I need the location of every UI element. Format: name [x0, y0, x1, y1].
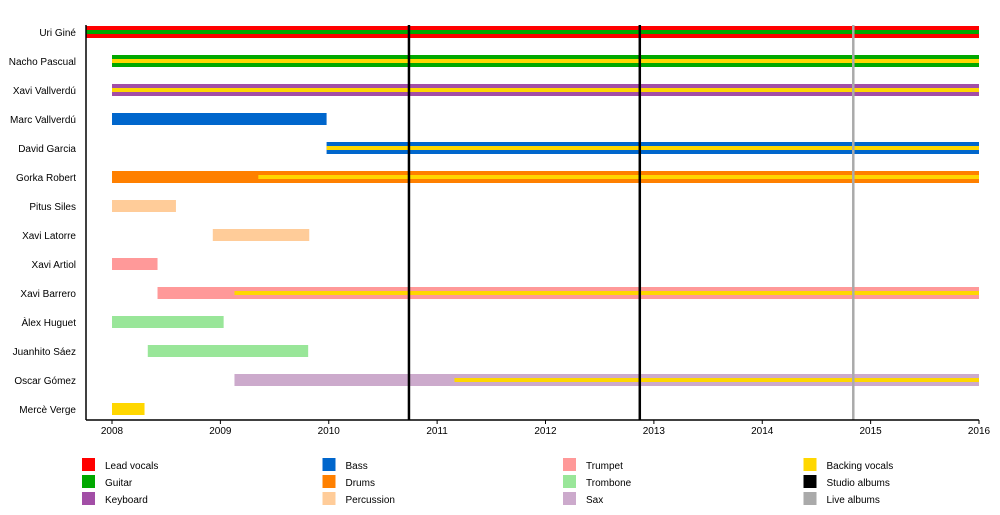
member-name: Pitus Siles [29, 202, 76, 213]
member-stripe [234, 291, 979, 295]
member-bar [112, 403, 145, 415]
member-bar [112, 258, 158, 270]
legend-label: Lead vocals [105, 461, 158, 472]
member-stripe [326, 146, 979, 150]
x-tick-label: 2010 [318, 426, 341, 437]
legend-label: Percussion [346, 495, 395, 506]
member-name: Xavi Artiol [32, 260, 76, 271]
x-tick-label: 2015 [860, 426, 883, 437]
member-name: Uri Giné [39, 28, 76, 39]
member-stripe [258, 175, 979, 179]
member-bar [112, 316, 224, 328]
x-tick-label: 2014 [751, 426, 774, 437]
legend-label: Drums [346, 478, 375, 489]
legend-swatch [82, 492, 95, 505]
member-bar [112, 200, 176, 212]
member-stripe [112, 59, 980, 63]
member-name: Xavi Vallverdú [13, 86, 76, 97]
legend-swatch [803, 475, 817, 488]
legend-swatch [563, 492, 576, 505]
member-stripe [112, 88, 980, 92]
legend-label: Sax [586, 495, 603, 506]
legend-label: Live albums [827, 495, 880, 506]
legend-swatch [803, 492, 817, 505]
legend-label: Trombone [586, 478, 632, 489]
x-tick-label: 2013 [643, 426, 666, 437]
x-tick-label: 2012 [534, 426, 557, 437]
legend-label: Guitar [105, 478, 133, 489]
member-bar [112, 113, 327, 125]
member-name: Xavi Latorre [22, 231, 76, 242]
x-tick-label: 2011 [426, 426, 448, 437]
member-name: Juanhito Sáez [13, 347, 76, 358]
member-bar [212, 229, 310, 241]
legend-swatch [322, 475, 336, 488]
member-name: Oscar Gómez [14, 376, 76, 387]
legend-swatch [82, 475, 95, 488]
x-tick-label: 2008 [101, 426, 124, 437]
legend-swatch [563, 458, 576, 471]
member-stripe [86, 30, 979, 34]
legend-swatch [563, 475, 576, 488]
member-name: Gorka Robert [16, 173, 76, 184]
legend-swatch [322, 492, 336, 505]
member-name: Nacho Pascual [9, 57, 76, 68]
member-stripe [454, 378, 979, 382]
member-name: Àlex Huguet [22, 316, 77, 329]
legend-swatch [322, 458, 336, 471]
x-tick-label: 2016 [968, 426, 991, 437]
member-name: Marc Vallverdú [10, 115, 76, 126]
member-name: Mercè Verge [19, 405, 76, 416]
legend-swatch [803, 458, 817, 471]
legend-label: Studio albums [827, 478, 890, 489]
x-tick-label: 2009 [209, 426, 232, 437]
member-name: David Garcia [18, 144, 76, 155]
member-name: Xavi Barrero [20, 289, 76, 300]
legend-label: Bass [346, 461, 368, 472]
legend-swatch [82, 458, 95, 471]
legend-label: Trumpet [586, 461, 623, 472]
legend-label: Keyboard [105, 495, 148, 506]
legend-label: Backing vocals [827, 461, 894, 472]
member-bar [147, 345, 309, 357]
